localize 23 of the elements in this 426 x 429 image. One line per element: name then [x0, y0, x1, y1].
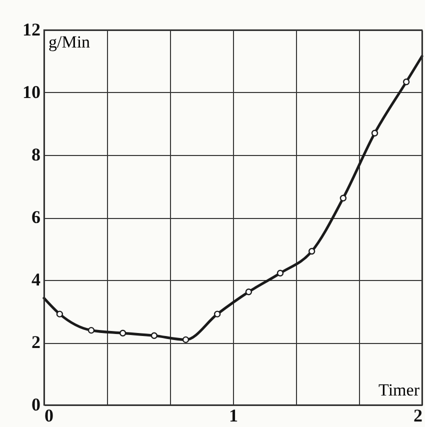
x-axis-title: Timer	[378, 380, 420, 400]
point	[88, 326, 95, 334]
y-tick-label: 6	[32, 207, 40, 227]
point	[119, 330, 126, 336]
point	[56, 310, 64, 318]
y-tick-label: 8	[32, 144, 40, 164]
x-tick-label: 0	[44, 406, 54, 426]
point	[245, 288, 252, 296]
point	[214, 310, 221, 318]
point	[182, 336, 190, 344]
y-tick-label: 12	[22, 20, 40, 40]
point	[150, 332, 158, 339]
y-tick-label: 10	[22, 82, 40, 102]
point	[402, 78, 410, 86]
point	[340, 194, 347, 202]
y-axis-title: g/Min	[48, 32, 91, 52]
point	[276, 270, 284, 276]
point	[371, 130, 378, 136]
y-tick-label: 4	[32, 270, 40, 290]
y-tick-label: 2	[32, 332, 40, 352]
x-tick-label: 2	[414, 406, 422, 426]
x-tick-label: 1	[229, 406, 238, 426]
point	[308, 248, 316, 255]
